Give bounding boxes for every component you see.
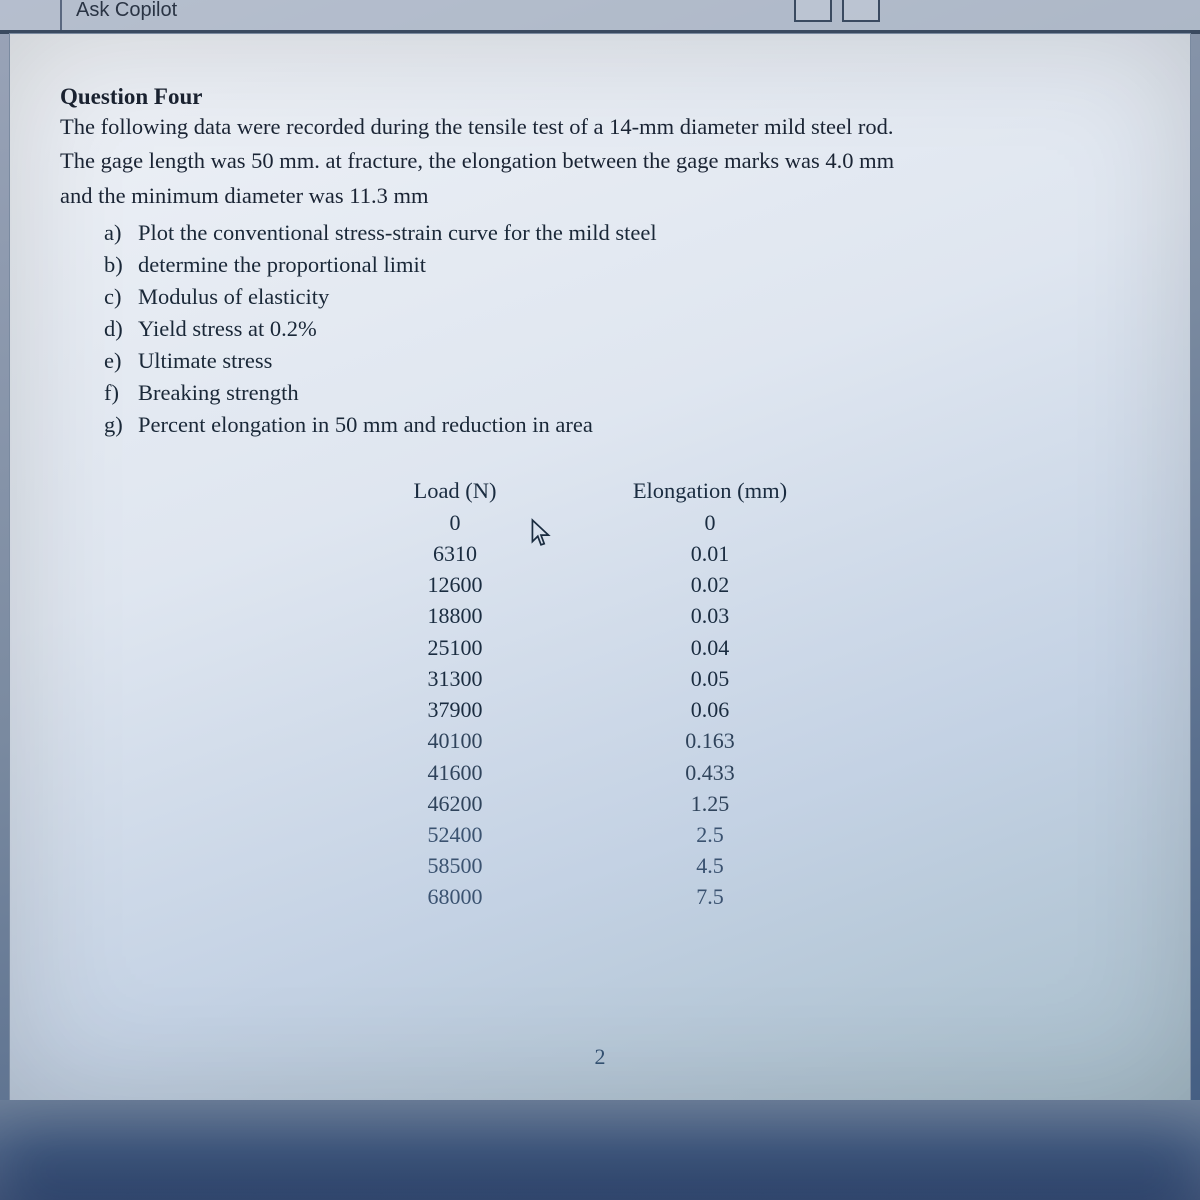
table-row: 416000.433: [310, 757, 1130, 788]
cell-elong: 0.433: [600, 757, 820, 788]
cell-elong: 1.25: [600, 788, 820, 819]
cell-elong: 0: [600, 507, 820, 538]
list-text: Breaking strength: [138, 377, 1130, 409]
list-text: Plot the conventional stress-strain curv…: [138, 217, 1130, 249]
list-marker: f): [104, 377, 138, 409]
cell-load: 58500: [310, 850, 600, 881]
table-row: 401000.163: [310, 725, 1130, 756]
table-header-load: Load (N): [310, 475, 600, 507]
cell-elong: 2.5: [600, 819, 820, 850]
list-marker: b): [104, 249, 138, 281]
cell-elong: 0.05: [600, 663, 820, 694]
question-para: The gage length was 50 mm. at fracture, …: [60, 146, 1130, 176]
document-page: Question Four The following data were re…: [10, 34, 1190, 1100]
table-header-row: Load (N) Elongation (mm): [310, 475, 1130, 507]
cell-load: 12600: [310, 569, 600, 600]
list-item: f)Breaking strength: [104, 377, 1130, 409]
toolbar-page-boxes: [794, 0, 880, 22]
question-subitems: a)Plot the conventional stress-strain cu…: [104, 217, 1130, 441]
cell-load: 0: [310, 507, 600, 538]
cell-elong: 0.163: [600, 725, 820, 756]
table-row: 00: [310, 507, 1130, 538]
question-para: The following data were recorded during …: [60, 112, 1130, 142]
list-text: Yield stress at 0.2%: [138, 313, 1130, 345]
desk-surface: [0, 1100, 1200, 1200]
table-row: 379000.06: [310, 694, 1130, 725]
list-item: d)Yield stress at 0.2%: [104, 313, 1130, 345]
table-row: 188000.03: [310, 600, 1130, 631]
list-item: b)determine the proportional limit: [104, 249, 1130, 281]
cell-load: 31300: [310, 663, 600, 694]
table-row: 524002.5: [310, 819, 1130, 850]
page-content: Question Four The following data were re…: [60, 84, 1130, 913]
toolbar: Ask Copilot: [0, 0, 1200, 34]
list-item: e)Ultimate stress: [104, 345, 1130, 377]
cell-load: 52400: [310, 819, 600, 850]
list-text: Percent elongation in 50 mm and reductio…: [138, 409, 1130, 441]
list-item: g)Percent elongation in 50 mm and reduct…: [104, 409, 1130, 441]
cell-load: 37900: [310, 694, 600, 725]
cell-elong: 0.03: [600, 600, 820, 631]
toolbar-box[interactable]: [842, 0, 880, 22]
cell-load: 41600: [310, 757, 600, 788]
question-title: Question Four: [60, 84, 1130, 110]
list-item: c)Modulus of elasticity: [104, 281, 1130, 313]
cell-load: 40100: [310, 725, 600, 756]
table-row: 680007.5: [310, 881, 1130, 912]
cell-load: 18800: [310, 600, 600, 631]
cell-load: 6310: [310, 538, 600, 569]
list-text: Modulus of elasticity: [138, 281, 1130, 313]
cell-elong: 0.02: [600, 569, 820, 600]
cell-load: 68000: [310, 881, 600, 912]
table-row: 251000.04: [310, 632, 1130, 663]
table-row: 585004.5: [310, 850, 1130, 881]
list-text: Ultimate stress: [138, 345, 1130, 377]
table-header-elongation: Elongation (mm): [600, 475, 820, 507]
list-marker: e): [104, 345, 138, 377]
cell-elong: 0.06: [600, 694, 820, 725]
page-number: 2: [595, 1044, 606, 1070]
cell-load: 46200: [310, 788, 600, 819]
ask-copilot-button[interactable]: Ask Copilot: [76, 0, 177, 20]
question-para: and the minimum diameter was 11.3 mm: [60, 181, 1130, 211]
toolbar-box[interactable]: [794, 0, 832, 22]
toolbar-divider: [60, 0, 62, 30]
list-marker: c): [104, 281, 138, 313]
list-item: a)Plot the conventional stress-strain cu…: [104, 217, 1130, 249]
list-marker: d): [104, 313, 138, 345]
cell-elong: 7.5: [600, 881, 820, 912]
cell-load: 25100: [310, 632, 600, 663]
table-row: 126000.02: [310, 569, 1130, 600]
cell-elong: 4.5: [600, 850, 820, 881]
list-marker: a): [104, 217, 138, 249]
list-text: determine the proportional limit: [138, 249, 1130, 281]
data-table: Load (N) Elongation (mm) 00 63100.01 126…: [310, 475, 1130, 913]
table-row: 462001.25: [310, 788, 1130, 819]
cell-elong: 0.01: [600, 538, 820, 569]
table-body: 00 63100.01 126000.02 188000.03 251000.0…: [310, 507, 1130, 913]
table-row: 63100.01: [310, 538, 1130, 569]
cell-elong: 0.04: [600, 632, 820, 663]
table-row: 313000.05: [310, 663, 1130, 694]
list-marker: g): [104, 409, 138, 441]
